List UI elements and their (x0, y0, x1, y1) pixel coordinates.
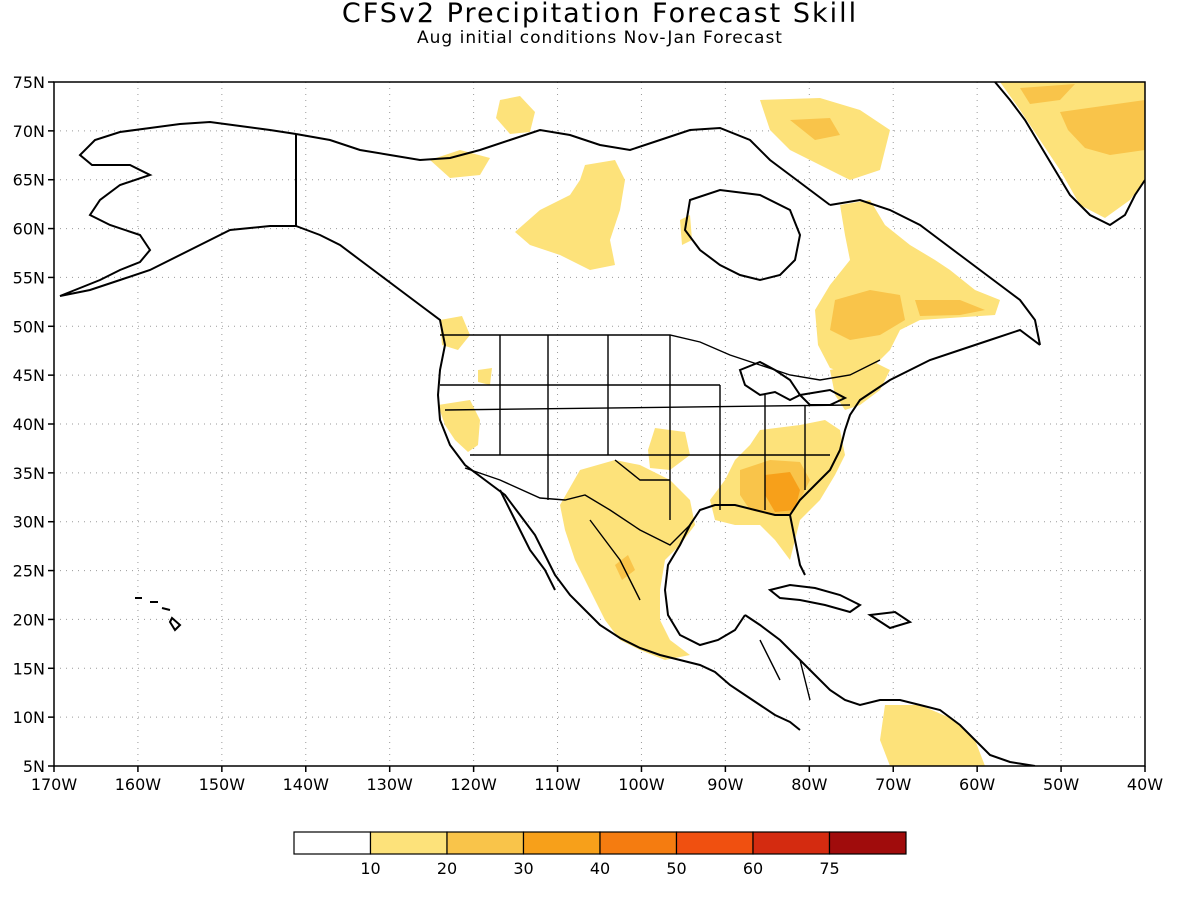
coast-central-america (744, 614, 1036, 766)
coast-labrador (829, 198, 1041, 346)
shade-arctic-2 (760, 98, 890, 180)
coast-canada-north (295, 126, 831, 206)
coast-hawaii (135, 597, 182, 632)
map-subtitle: Aug initial conditions Nov-Jan Forecast (417, 28, 783, 48)
lat-label: 55N (13, 268, 45, 287)
lon-label: 140W (283, 775, 330, 794)
colorbar-label: 20 (437, 859, 457, 878)
lat-label: 5N (23, 757, 45, 776)
lon-label: 160W (115, 775, 162, 794)
coastlines (59, 82, 1145, 766)
colorbar-label: 75 (819, 859, 839, 878)
border-us-canada (440, 334, 881, 381)
coast-hudson-bay (683, 188, 802, 282)
lat-label: 35N (13, 464, 45, 483)
shade-central-canada (515, 160, 625, 270)
border-states-h2 (444, 404, 851, 411)
colorbar-label: 40 (590, 859, 610, 878)
skill-shading (430, 82, 1145, 766)
coast-great-lakes (738, 360, 848, 406)
colorbar-label: 30 (513, 859, 533, 878)
lon-label: 50W (1043, 775, 1079, 794)
coast-cuba (767, 583, 862, 614)
lat-label: 65N (13, 171, 45, 190)
coast-gulf (663, 504, 806, 647)
shade-labrador-core (915, 300, 985, 316)
colorbar-swatch (675, 831, 754, 855)
lon-label: 150W (199, 775, 246, 794)
border-us-mexico (464, 467, 691, 546)
colorbar-label: 50 (666, 859, 686, 878)
coast-baja (499, 489, 556, 591)
shade-quebec-core (830, 290, 905, 340)
border-mexico-states (589, 459, 670, 601)
colorbar-swatch (828, 831, 907, 855)
lon-label: 110W (534, 775, 581, 794)
shade-south-america (880, 705, 985, 766)
colorbar-swatch (522, 831, 601, 855)
lat-label: 50N (13, 317, 45, 336)
shade-georgia (765, 472, 800, 512)
lat-label: 60N (13, 220, 45, 239)
colorbar: 10 20 30 40 50 60 75 (293, 831, 907, 878)
lon-label: 40W (1127, 775, 1163, 794)
lon-label: 130W (367, 775, 414, 794)
colorbar-swatch (369, 831, 448, 855)
shade-quebec (815, 200, 1000, 375)
colorbar-label: 10 (360, 859, 380, 878)
lon-label: 170W (31, 775, 78, 794)
shade-arctic-3 (790, 118, 840, 140)
grid-lines (54, 82, 1145, 766)
lon-label: 70W (875, 775, 911, 794)
coast-west (295, 225, 801, 731)
lon-label: 60W (959, 775, 995, 794)
lat-label: 30N (13, 513, 45, 532)
coast-greenland (994, 82, 1145, 227)
colorbar-swatch (599, 831, 678, 855)
shade-plains (648, 428, 690, 470)
shade-california (438, 400, 480, 452)
coast-alaska (59, 120, 297, 297)
shade-greenland-core (1060, 100, 1145, 155)
latitude-axis: 75N 70N 65N 60N 55N 50N 45N 40N 35N 30N 25N 20N 15N 1… (13, 73, 54, 776)
lat-label: 45N (13, 366, 45, 385)
colorbar-swatch (446, 831, 525, 855)
lat-label: 25N (13, 562, 45, 581)
lat-label: 70N (13, 122, 45, 141)
border-central-america (759, 639, 811, 701)
lat-label: 20N (13, 610, 45, 629)
lon-label: 80W (791, 775, 827, 794)
shade-arctic-1 (496, 96, 535, 134)
colorbar-swatch (752, 831, 831, 855)
shade-pnw (440, 316, 470, 350)
coast-hispaniola (867, 610, 913, 630)
map-title: CFSv2 Precipitation Forecast Skill (341, 0, 859, 29)
lat-label: 10N (13, 708, 45, 727)
longitude-axis: 170W 160W 150W 140W 130W 120W 110W 100W 90W 80W 70… (31, 766, 1163, 794)
lat-label: 15N (13, 659, 45, 678)
shade-greenland-north (1020, 84, 1075, 104)
lon-label: 100W (618, 775, 665, 794)
lat-label: 75N (13, 73, 45, 92)
lon-label: 120W (450, 775, 497, 794)
political-borders (440, 334, 881, 701)
colorbar-label: 60 (743, 859, 763, 878)
shade-idaho (478, 368, 492, 385)
coast-east (789, 328, 1041, 516)
lon-label: 90W (707, 775, 743, 794)
lat-label: 40N (13, 415, 45, 434)
shade-arctic-4 (430, 150, 490, 178)
colorbar-swatch (293, 831, 372, 855)
